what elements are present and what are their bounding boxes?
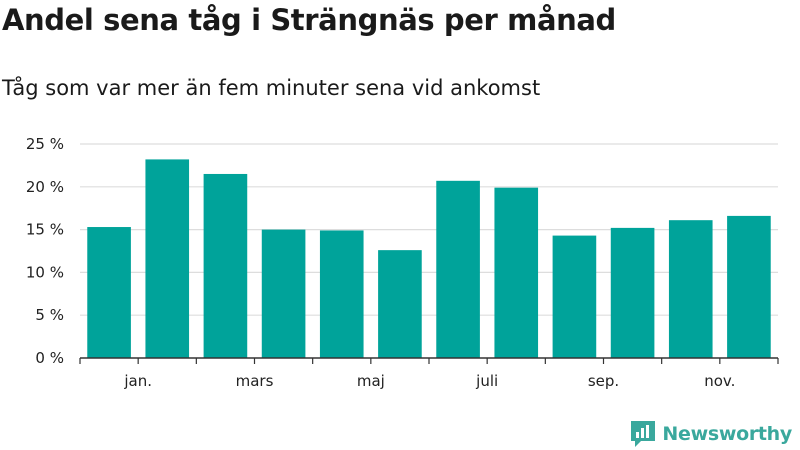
brand-logo: Newsworthy: [630, 420, 792, 448]
bar-feb: [203, 173, 248, 358]
y-tick-label: 10 %: [26, 263, 64, 281]
bars: [87, 159, 771, 358]
x-tick-label: maj: [357, 372, 385, 390]
y-tick-label: 0 %: [35, 349, 64, 367]
bar-maj: [378, 250, 422, 358]
x-tick-label: mars: [236, 372, 274, 390]
bar-okt: [668, 220, 713, 358]
x-tick-label: sep.: [588, 372, 619, 390]
brand-name: Newsworthy: [662, 423, 792, 445]
chart-title: Andel sena tåg i Strängnäs per månad: [2, 3, 616, 37]
bar-mars: [261, 229, 306, 358]
y-tick-label: 15 %: [26, 221, 64, 239]
bar-jan: [145, 159, 190, 358]
bar-sep: [610, 227, 655, 358]
bar-juli: [494, 187, 539, 358]
x-tick-label: jan.: [123, 372, 152, 390]
y-tick-label: 5 %: [35, 306, 64, 324]
y-tick-label: 25 %: [26, 135, 64, 153]
bar-apr: [319, 230, 364, 358]
x-tick-label: nov.: [704, 372, 735, 390]
bar-juni: [436, 180, 480, 358]
bar-dec: [87, 227, 131, 358]
x-tick-label: juli: [475, 372, 498, 390]
newsworthy-logo-icon: [631, 421, 656, 447]
bar-nov: [727, 215, 771, 358]
y-tick-label: 20 %: [26, 178, 64, 196]
bar-aug: [552, 235, 597, 358]
gridlines: [80, 143, 778, 316]
axes: 0 % 5 % 10 % 15 % 20 % 25 % jan. mars maj juli sep…: [26, 135, 779, 390]
chart-subtitle: Tåg som var mer än fem minuter sena vid …: [2, 76, 541, 100]
